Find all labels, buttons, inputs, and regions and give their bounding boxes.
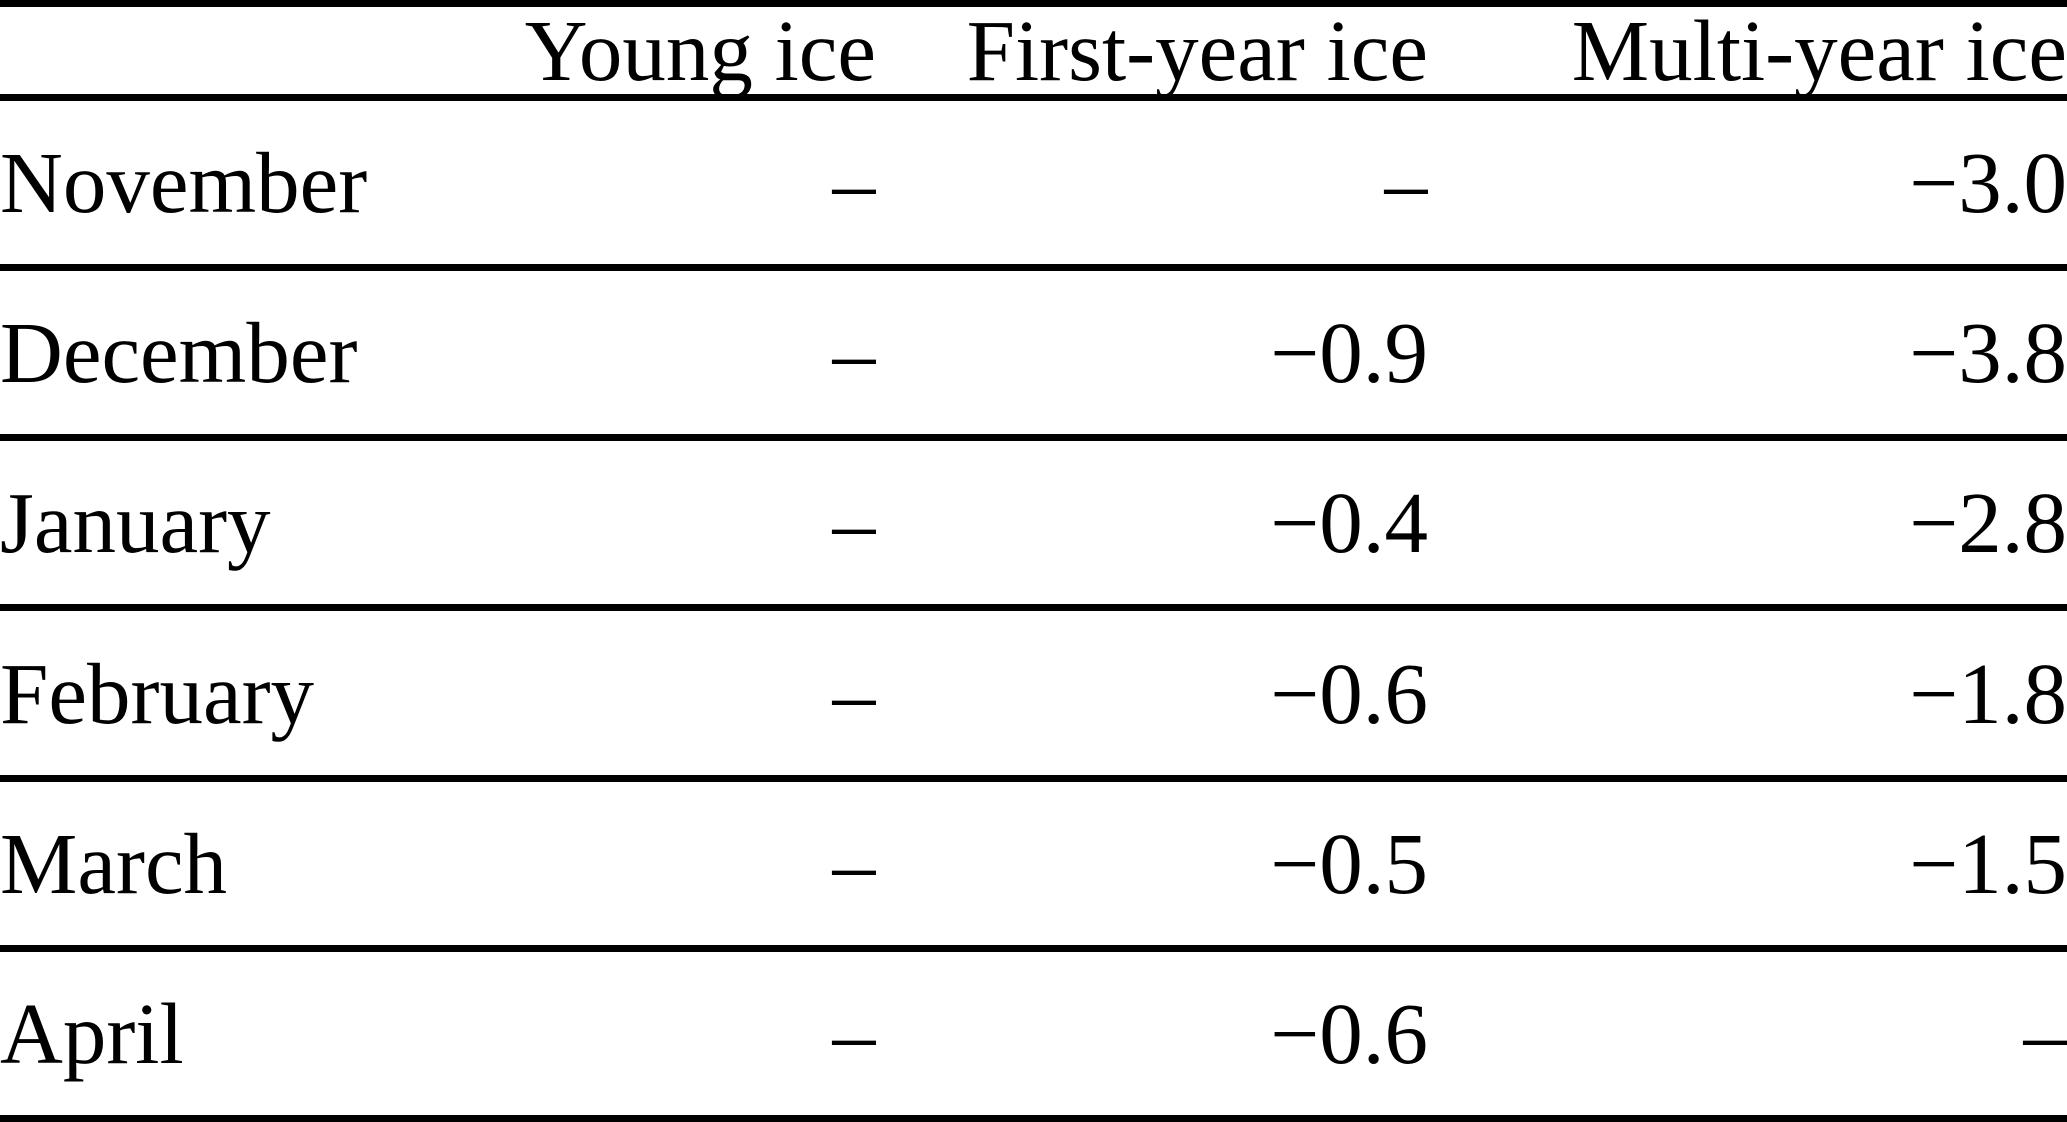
young-ice-value-cell: – <box>832 134 877 232</box>
first-year-ice-value-cell: −0.6 <box>1270 984 1428 1082</box>
multi-year-ice-value-cell: −3.8 <box>1909 304 2067 402</box>
multi-year-ice-value-cell: −1.5 <box>1909 814 2067 912</box>
first-year-ice-value-cell: – <box>1384 134 1429 232</box>
first-year-ice-value-cell: −0.6 <box>1270 644 1428 742</box>
table-row: March – −0.5 −1.5 <box>0 778 2067 949</box>
month-cell: December <box>0 304 358 402</box>
young-ice-value-cell: – <box>832 644 877 742</box>
multi-year-ice-value-cell: – <box>2023 984 2067 1082</box>
corner-header-cell <box>0 4 500 98</box>
month-cell: April <box>0 984 184 1082</box>
table-row: November – – −3.0 <box>0 98 2067 268</box>
table-row: April – −0.6 – <box>0 948 2067 1119</box>
column-header-first-year-ice: First-year ice <box>966 3 1428 98</box>
young-ice-value-cell: – <box>832 474 877 572</box>
young-ice-value-cell: – <box>832 984 877 1082</box>
header-row: Young ice First-year ice Multi-year ice <box>0 4 2067 98</box>
table-row: January – −0.4 −2.8 <box>0 438 2067 608</box>
first-year-ice-value-cell: −0.9 <box>1270 304 1428 402</box>
multi-year-ice-value-cell: −3.0 <box>1909 134 2067 232</box>
multi-year-ice-value-cell: −2.8 <box>1909 474 2067 572</box>
month-cell: November <box>0 134 368 232</box>
young-ice-value-cell: – <box>832 814 877 912</box>
multi-year-ice-value-cell: −1.8 <box>1909 644 2067 742</box>
column-header-young-ice: Young ice <box>524 3 876 98</box>
young-ice-value-cell: – <box>832 304 877 402</box>
month-cell: February <box>0 644 315 742</box>
table-row: December – −0.9 −3.8 <box>0 268 2067 438</box>
first-year-ice-value-cell: −0.5 <box>1270 814 1428 912</box>
month-cell: January <box>0 474 271 572</box>
month-cell: March <box>0 814 228 912</box>
table-row: February – −0.6 −1.8 <box>0 608 2067 779</box>
first-year-ice-value-cell: −0.4 <box>1270 474 1428 572</box>
column-header-multi-year-ice: Multi-year ice <box>1571 3 2067 98</box>
